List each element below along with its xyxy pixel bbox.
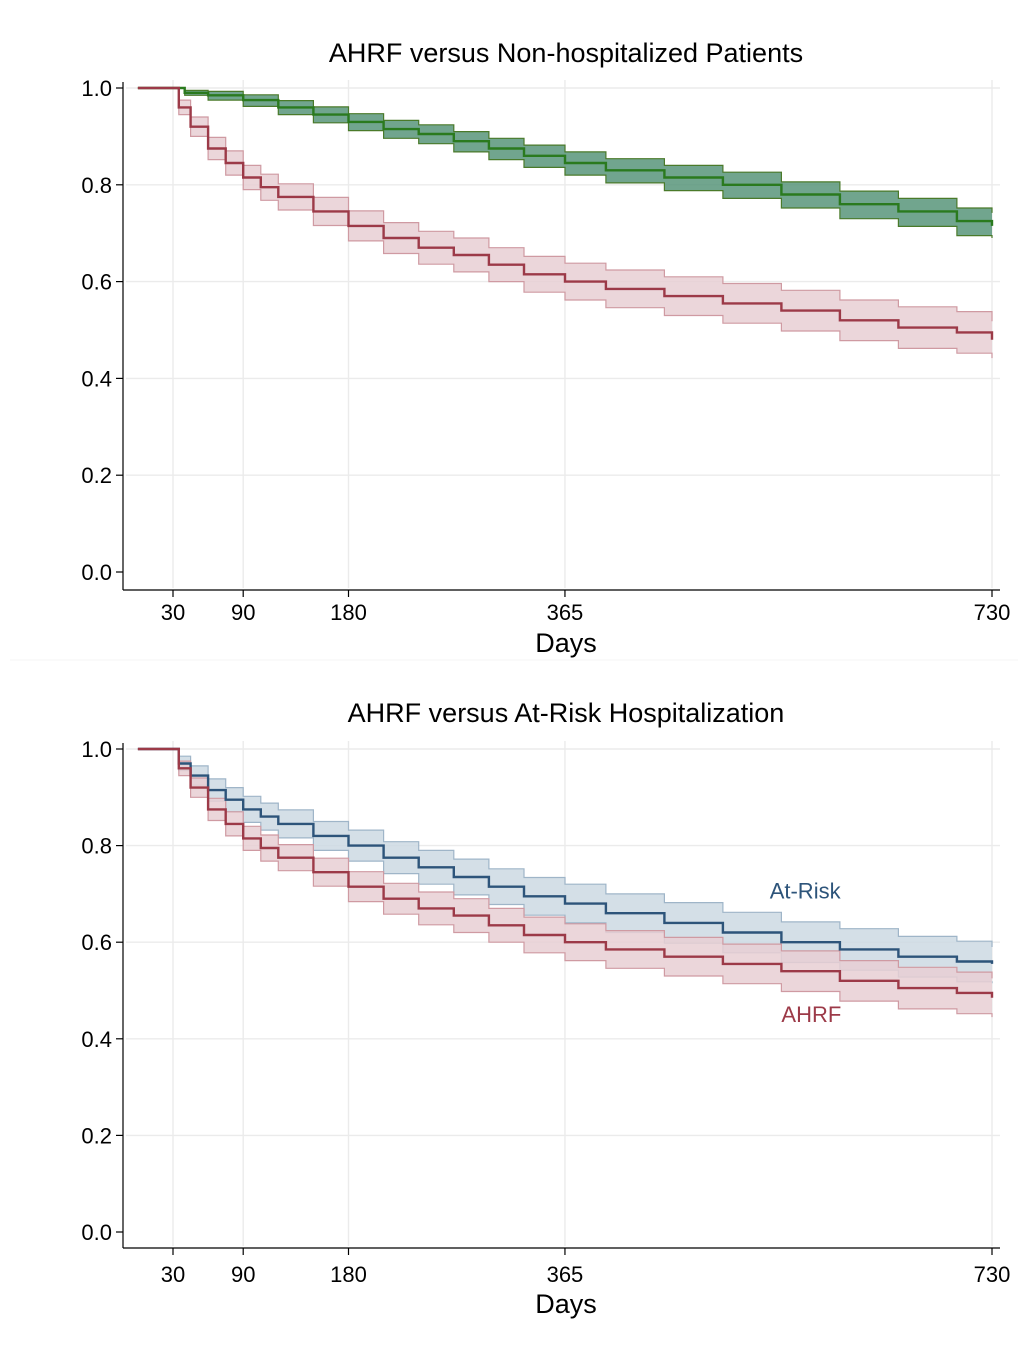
- confidence-band: [137, 88, 992, 359]
- confidence-band: [137, 749, 992, 984]
- band-lower-edge: [137, 87, 993, 359]
- x-tick-label: 30: [161, 1262, 185, 1287]
- x-tick-label: 30: [161, 600, 185, 625]
- series-label: AHRF: [781, 1002, 841, 1027]
- chart-title: AHRF versus Non-hospitalized Patients: [329, 38, 803, 68]
- survival-line: [137, 747, 994, 964]
- band-upper-edge: [137, 748, 993, 979]
- chart-panel-bottom: AHRF versus At-Risk Hospitalization Days…: [81, 698, 1010, 1319]
- x-tick-label: 180: [330, 1262, 367, 1287]
- survival-line: [137, 86, 994, 226]
- plot-area: At-Risk AHRF: [137, 747, 994, 1027]
- axes: 0.0 0.2 0.4 0.6 0.8 1.0 30 90 180 365 730: [81, 76, 1010, 625]
- x-tick-label: 90: [231, 1262, 255, 1287]
- y-tick-label: 0.0: [81, 1220, 112, 1245]
- chart-panel-top: AHRF versus Non-hospitalized Patients Da…: [81, 38, 1010, 658]
- survival-line: [137, 86, 994, 340]
- plot-area: [137, 86, 994, 359]
- x-axis-label: Days: [535, 1289, 597, 1319]
- y-tick-label: 1.0: [81, 76, 112, 101]
- y-tick-label: 0.4: [81, 366, 112, 391]
- x-tick-label: 730: [974, 600, 1011, 625]
- y-tick-label: 0.2: [81, 463, 112, 488]
- y-tick-label: 0.0: [81, 560, 112, 585]
- x-tick-label: 730: [974, 1262, 1011, 1287]
- series-label: At-Risk: [770, 879, 842, 904]
- x-tick-label: 180: [330, 600, 367, 625]
- chart-title: AHRF versus At-Risk Hospitalization: [348, 698, 785, 728]
- band-upper-edge: [137, 748, 993, 947]
- band-lower-edge: [137, 748, 993, 1018]
- band-lower-edge: [137, 87, 993, 238]
- y-tick-label: 0.6: [81, 270, 112, 295]
- y-tick-label: 0.4: [81, 1027, 112, 1052]
- x-tick-label: 90: [231, 600, 255, 625]
- y-tick-label: 0.6: [81, 930, 112, 955]
- axes: 0.0 0.2 0.4 0.6 0.8 1.0 30 90 180 365 730: [81, 737, 1010, 1287]
- y-tick-label: 0.8: [81, 173, 112, 198]
- y-tick-label: 0.8: [81, 834, 112, 859]
- confidence-band: [137, 749, 992, 1018]
- band-upper-edge: [137, 87, 993, 322]
- y-tick-label: 1.0: [81, 737, 112, 762]
- x-axis-label: Days: [535, 628, 597, 658]
- x-tick-label: 365: [547, 1262, 584, 1287]
- x-tick-label: 365: [547, 600, 584, 625]
- y-tick-label: 0.2: [81, 1123, 112, 1148]
- survival-line: [137, 747, 994, 998]
